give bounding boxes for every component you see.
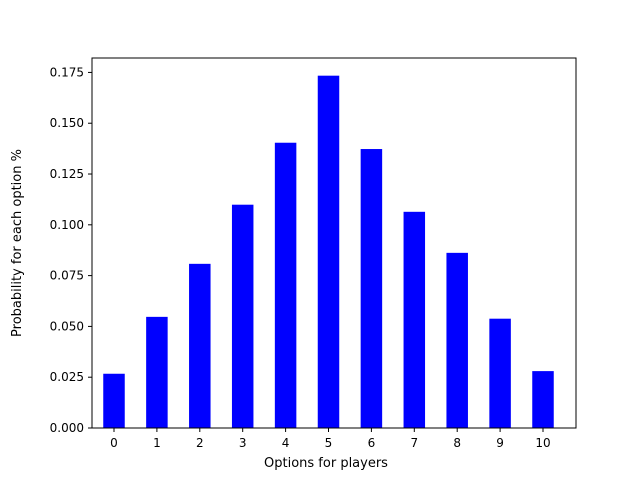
x-tick-label: 5 — [325, 436, 333, 450]
y-tick-label: 0.150 — [50, 116, 84, 130]
x-tick-label: 6 — [368, 436, 376, 450]
bar-7 — [403, 211, 426, 428]
plot-frame — [91, 57, 577, 429]
bar-6 — [360, 149, 383, 428]
y-tick-label: 0.050 — [50, 319, 84, 333]
bar-10 — [532, 371, 554, 428]
x-tick-label: 1 — [153, 436, 161, 450]
axes-layer — [91, 57, 577, 429]
bar-3 — [231, 204, 254, 428]
bar-4 — [274, 142, 297, 429]
x-tick-label: 4 — [282, 436, 290, 450]
y-tick-label: 0.100 — [50, 218, 84, 232]
y-axis-label: Probability for each option % — [10, 149, 25, 337]
bar-1 — [146, 316, 168, 428]
y-tick-label: 0.125 — [50, 167, 84, 181]
x-tick-label: 2 — [196, 436, 204, 450]
x-tick-label: 0 — [110, 436, 118, 450]
bar-0 — [103, 373, 125, 428]
x-tick-label: 10 — [535, 436, 550, 450]
bar-8 — [446, 252, 468, 428]
y-tick-label: 0.025 — [50, 370, 84, 384]
x-tick-label: 9 — [496, 436, 504, 450]
x-tick-label: 3 — [239, 436, 247, 450]
x-axis-ticks: 0 1 2 3 4 5 6 7 8 9 10 — [110, 428, 551, 450]
bars-layer — [103, 75, 554, 429]
bar-5 — [317, 75, 340, 429]
y-tick-label: 0.175 — [50, 65, 84, 79]
y-tick-label: 0.000 — [50, 421, 84, 435]
y-axis-ticks: 0.000 0.025 0.050 0.075 0.100 0.125 0.150 0.175 — [50, 65, 92, 435]
x-tick-label: 8 — [453, 436, 461, 450]
y-tick-label: 0.075 — [50, 269, 84, 283]
bar-9 — [489, 318, 511, 428]
x-tick-label: 7 — [410, 436, 418, 450]
bar-2 — [189, 263, 211, 428]
x-axis-label: Options for players — [264, 456, 388, 471]
